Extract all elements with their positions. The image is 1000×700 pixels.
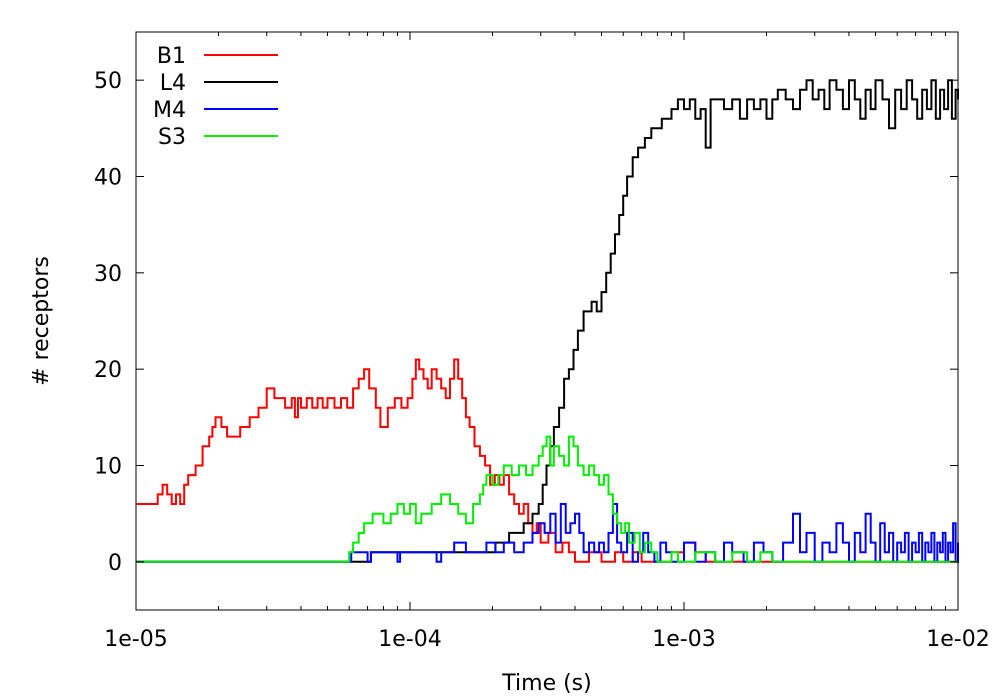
series-layer bbox=[136, 79, 959, 563]
x-tick-label-0: 1e-05 bbox=[104, 627, 167, 652]
x-tick-label-1: 1e-04 bbox=[378, 627, 441, 652]
y-axis-label: # receptors bbox=[29, 256, 54, 386]
series-line-l4 bbox=[136, 79, 959, 563]
series-line-s3 bbox=[136, 435, 958, 563]
x-tick-label-3: 1e-02 bbox=[926, 627, 989, 652]
x-tick-label-2: 1e-03 bbox=[652, 627, 715, 652]
legend-label-m4: M4 bbox=[153, 98, 186, 123]
y-tick-label-3: 30 bbox=[94, 262, 122, 287]
y-tick-label-1: 10 bbox=[94, 455, 122, 480]
x-axis-label: Time (s) bbox=[501, 671, 591, 696]
series-line-b1 bbox=[136, 358, 958, 563]
legend-label-s3: S3 bbox=[158, 125, 186, 150]
y-tick-label-5: 50 bbox=[94, 69, 122, 94]
legend-label-l4: L4 bbox=[160, 71, 186, 96]
y-tick-label-2: 20 bbox=[94, 358, 122, 383]
legend-label-b1: B1 bbox=[157, 44, 186, 69]
y-tick-label-4: 40 bbox=[94, 166, 122, 191]
y-tick-label-0: 0 bbox=[108, 551, 122, 576]
plot-frame bbox=[135, 31, 959, 611]
ticks-layer: 1e-05 1e-04 1e-03 1e-02 0 10 20 30 40 50 bbox=[94, 32, 990, 652]
